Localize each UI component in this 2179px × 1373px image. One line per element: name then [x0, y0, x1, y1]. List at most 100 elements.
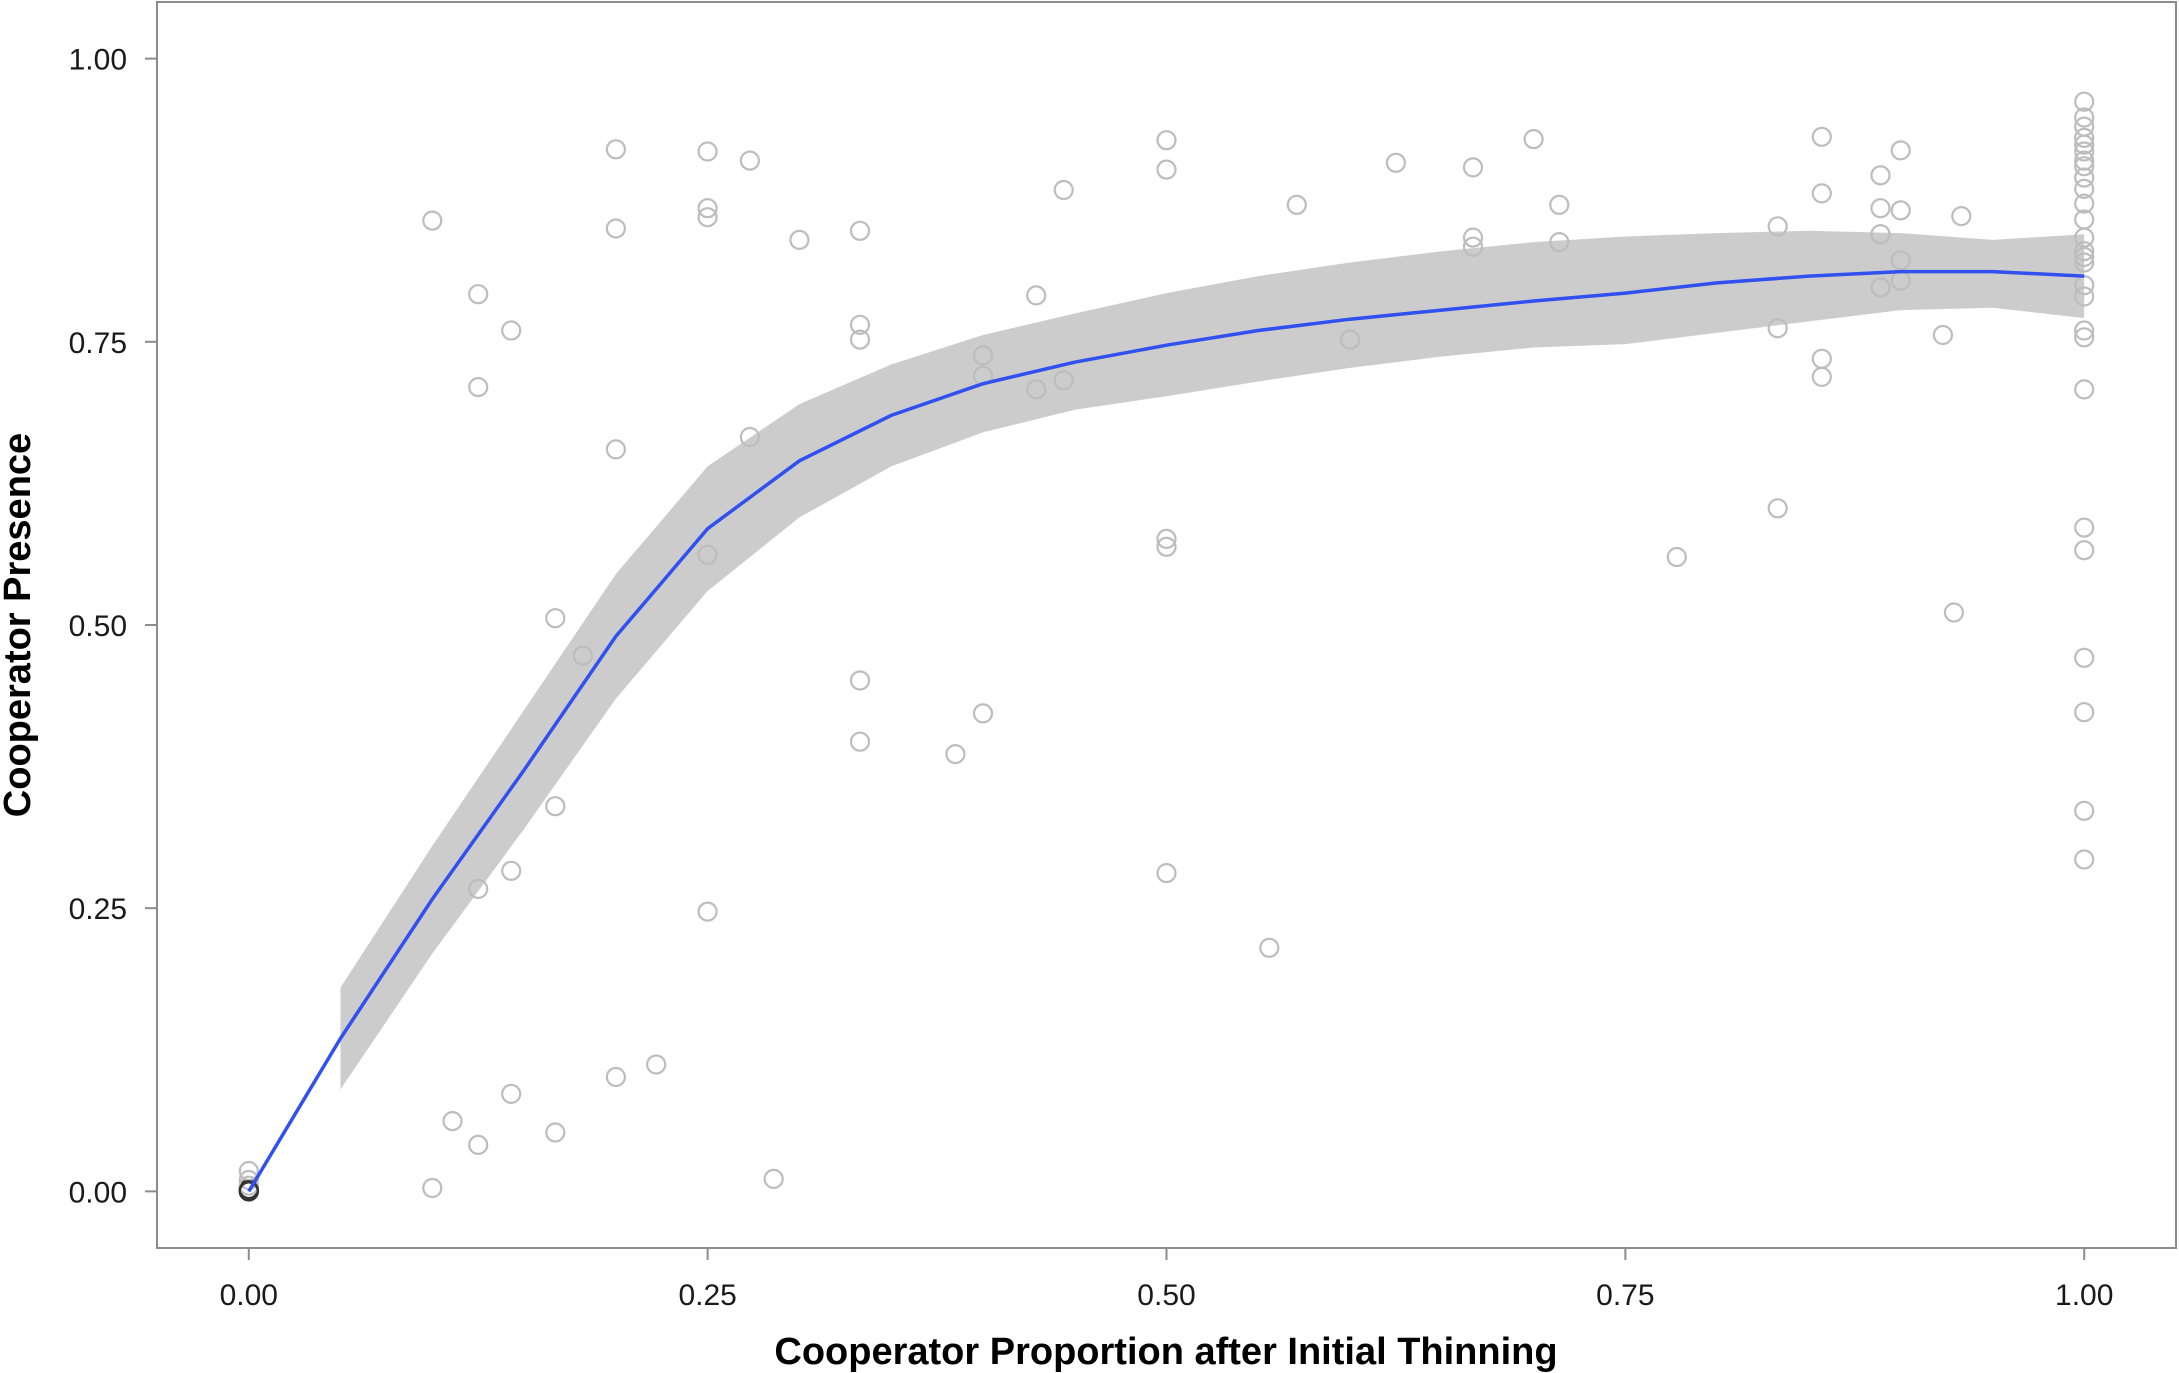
fit-line-layer [247, 269, 2085, 1193]
data-point [1385, 152, 1407, 173]
data-point [1156, 536, 1177, 557]
data-point [1339, 329, 1361, 350]
data-point [1462, 236, 1484, 257]
data-point [1767, 216, 1788, 237]
data-point [442, 1110, 463, 1132]
data-point [849, 670, 871, 691]
data-point [2074, 540, 2095, 561]
data-point [697, 901, 718, 922]
data-point [739, 150, 761, 171]
data-point [605, 139, 627, 160]
data-point [238, 1180, 259, 1201]
data-point [2074, 647, 2095, 668]
fit-line [247, 269, 2085, 1193]
data-point [849, 329, 871, 350]
data-point [739, 426, 761, 448]
confidence-ribbon-layer [340, 230, 2085, 1090]
data-point [501, 860, 522, 881]
data-point [1890, 200, 1911, 221]
data-point [1156, 862, 1177, 884]
data-point [1053, 370, 1074, 391]
data-point [1943, 602, 1965, 623]
data-point [1951, 206, 1972, 227]
y-tick-label: 1.00 [69, 44, 127, 77]
data-point [972, 345, 994, 366]
data-point [2074, 167, 2095, 188]
data-point [1549, 194, 1570, 215]
data-point [646, 1054, 667, 1075]
y-tick-label: 0.75 [69, 327, 127, 360]
data-point [2074, 156, 2095, 177]
data-point [1767, 498, 1788, 519]
data-point [2074, 320, 2095, 341]
data-point [605, 218, 627, 239]
data-point [2074, 275, 2095, 296]
data-point [2074, 141, 2095, 162]
data-point [2074, 127, 2095, 148]
data-point [605, 439, 627, 460]
y-tick-label: 0.00 [69, 1176, 127, 1209]
data-point [468, 284, 489, 305]
data-point [789, 229, 810, 250]
data-point [1156, 159, 1177, 180]
data-point [238, 1160, 259, 1182]
data-point [1462, 227, 1484, 248]
data-point [1870, 277, 1891, 298]
data-point [1053, 179, 1074, 201]
data-point [2074, 246, 2095, 267]
data-point [2074, 702, 2095, 723]
data-point [697, 207, 718, 228]
x-axis: 0.00 0.25 0.50 0.75 1.00 [220, 1248, 2113, 1312]
y-tick-label: 0.25 [69, 893, 127, 926]
data-point [1259, 937, 1280, 958]
data-point [605, 1066, 627, 1088]
data-point [2074, 107, 2095, 128]
data-point [468, 377, 489, 398]
data-point [468, 1134, 489, 1156]
data-point [572, 645, 593, 666]
data-point [501, 1083, 522, 1105]
data-point [1811, 126, 1832, 147]
x-tick-label: 1.00 [2055, 1279, 2113, 1312]
data-point [849, 314, 871, 335]
data-point [422, 1177, 443, 1199]
data-point [1156, 528, 1177, 550]
data-point [2074, 91, 2095, 112]
data-point [697, 544, 718, 565]
data-point [1462, 157, 1484, 178]
x-tick-label: 0.00 [220, 1279, 278, 1312]
data-point [2074, 800, 2095, 821]
confidence-ribbon [340, 230, 2085, 1090]
data-point [972, 703, 994, 724]
data-point [1666, 546, 1687, 568]
data-point [697, 198, 718, 219]
data-point [2074, 517, 2095, 538]
data-point [1870, 165, 1891, 186]
data-point [545, 1122, 566, 1143]
data-point [763, 1168, 784, 1190]
data-point [945, 743, 966, 765]
data-point [468, 878, 489, 900]
data-point [2074, 379, 2095, 400]
data-point [849, 220, 871, 241]
data-point [1026, 285, 1047, 306]
data-point [1026, 379, 1047, 400]
y-axis: 0.00 0.25 0.50 0.75 1.00 [69, 44, 157, 1209]
x-tick-label: 0.75 [1596, 1279, 1654, 1312]
x-tick-label: 0.50 [1137, 1279, 1195, 1312]
data-point [422, 210, 443, 231]
data-point [1811, 366, 1832, 387]
data-point [2074, 241, 2095, 262]
data-point [2074, 227, 2095, 248]
data-point [1811, 183, 1832, 204]
data-point [2074, 252, 2095, 273]
data-point [1890, 250, 1911, 271]
data-point [697, 141, 718, 162]
data-point [1870, 198, 1891, 219]
data-point [2074, 286, 2095, 307]
data-point [501, 320, 522, 341]
data-point [2074, 134, 2095, 155]
data-point [1286, 194, 1307, 215]
y-axis-title: Cooperator Presence [0, 433, 39, 817]
